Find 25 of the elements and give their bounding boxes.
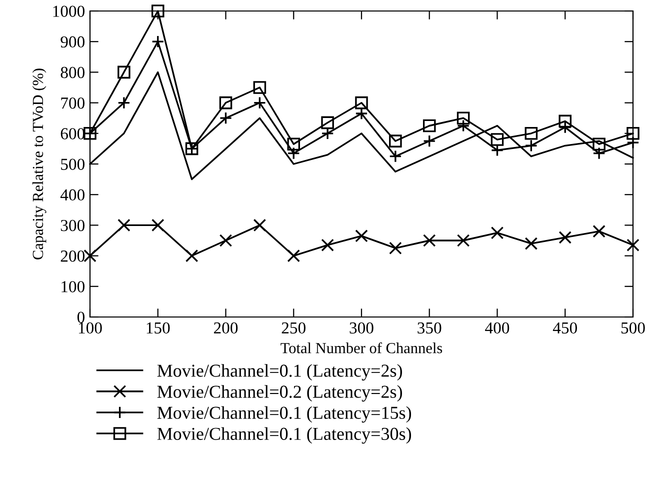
legend-label: Movie/Channel=0.1 (Latency=2s) — [157, 364, 402, 381]
y-tick-label: 700 — [61, 98, 85, 109]
x-tick-label: 500 — [621, 322, 645, 334]
x-tick-label: 100 — [78, 322, 102, 334]
y-tick-label: 400 — [60, 189, 85, 201]
x-tick-label: 250 — [282, 322, 306, 334]
y-tick-label: 1000 — [53, 6, 85, 17]
x-tick-label: 300 — [350, 322, 374, 334]
x-tick-label: 450 — [552, 322, 577, 334]
x-tick-label: 350 — [418, 322, 442, 334]
legend-label: Movie/Channel=0.1 (Latency=30s) — [157, 427, 412, 444]
x-tick-label: 150 — [146, 322, 170, 334]
y-tick-label: 900 — [60, 36, 85, 48]
y-tick-label: 300 — [60, 220, 85, 232]
y-axis-title: Capacity Relative to TVoD (%) — [32, 68, 46, 260]
y-tick-label: 500 — [61, 158, 85, 170]
y-tick-label: 200 — [60, 250, 85, 262]
x-tick-label: 400 — [485, 322, 510, 334]
legend-label: Movie/Channel=0.1 (Latency=15s) — [157, 406, 412, 423]
legend-label: Movie/Channel=0.2 (Latency=2s) — [157, 385, 402, 402]
y-tick-label: 800 — [60, 66, 85, 78]
y-tick-label: 100 — [62, 281, 85, 292]
x-axis-title: Total Number of Channels — [280, 342, 442, 354]
y-tick-label: 0 — [77, 312, 85, 323]
x-tick-label: 200 — [214, 322, 238, 334]
